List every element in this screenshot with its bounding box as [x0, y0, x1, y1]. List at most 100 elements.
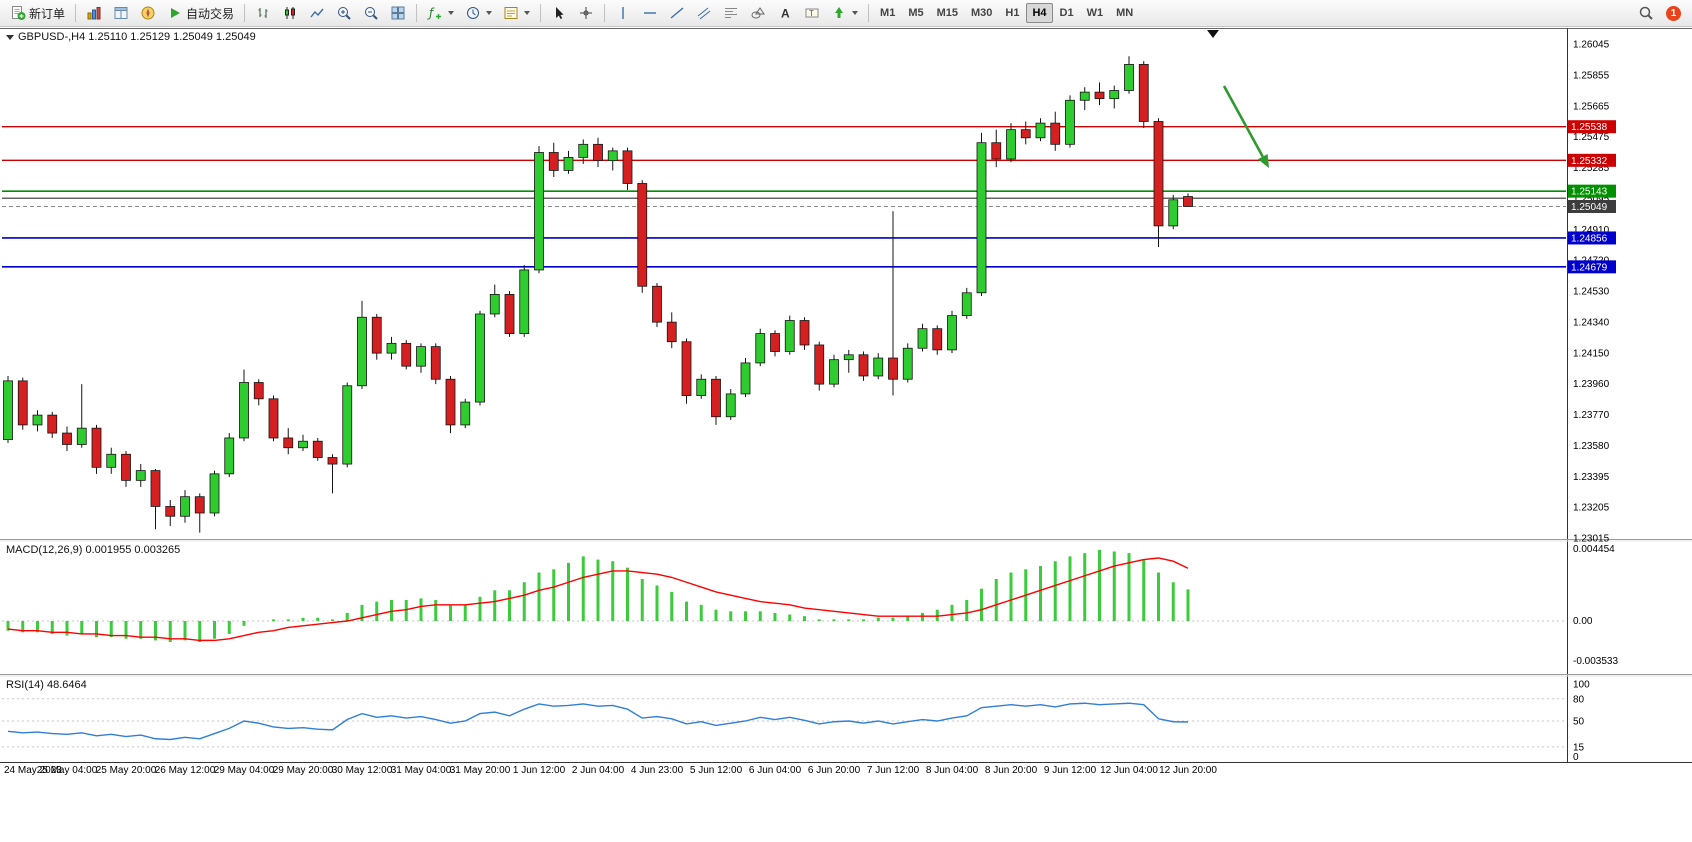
candle-body [504, 294, 515, 334]
bar-chart-button[interactable] [250, 1, 276, 25]
candle-body [1094, 91, 1105, 100]
toolbar: 新订单 自动交易 ƒ [0, 0, 1692, 27]
horizontal-line-button[interactable] [637, 1, 663, 25]
market-watch-button[interactable] [81, 1, 107, 25]
time-label: 29 May 20:00 [273, 765, 334, 776]
arrows-button[interactable] [826, 1, 863, 25]
rsi-indicator-label: RSI(14) 48.6464 [6, 679, 87, 691]
svg-text:1.25538: 1.25538 [1571, 122, 1608, 133]
candle-body [652, 285, 662, 323]
time-label: 1 Jun 12:00 [513, 765, 566, 776]
rsi-label-text: RSI(14) 48.6464 [6, 679, 87, 691]
zoom-out-button[interactable] [358, 1, 384, 25]
candle-body [32, 414, 43, 426]
symbol-ohlc-header: GBPUSD-,H4 1.25110 1.25129 1.25049 1.250… [6, 31, 256, 43]
candlestick-chart-button[interactable] [277, 1, 303, 25]
panel-divider-macd[interactable] [0, 539, 1692, 542]
time-label: 5 Jun 12:00 [690, 765, 743, 776]
timeframe-button-w1[interactable]: W1 [1086, 7, 1104, 19]
text-button[interactable]: A [772, 1, 798, 25]
trendline-button[interactable] [664, 1, 690, 25]
search-button[interactable] [1633, 1, 1659, 25]
svg-text:1.23770: 1.23770 [1573, 410, 1610, 421]
zoom-in-button[interactable] [331, 1, 357, 25]
indicators-button[interactable]: ƒ [422, 1, 459, 25]
data-window-button[interactable] [108, 1, 134, 25]
svg-text:1.24530: 1.24530 [1573, 287, 1610, 298]
price-badge: 1.25332 [1568, 153, 1616, 167]
chart-shift-marker[interactable] [1207, 30, 1219, 38]
macd-histogram [6, 549, 1190, 643]
cursor-button[interactable] [546, 1, 572, 25]
candle-body [770, 333, 780, 352]
symbol-dropdown-icon[interactable] [6, 34, 14, 40]
time-label: 4 Jun 23:00 [631, 765, 684, 776]
zoom-out-icon [365, 7, 378, 20]
periods-button[interactable] [460, 1, 497, 25]
candle-body [873, 357, 884, 377]
time-label: 26 May 12:00 [155, 765, 216, 776]
timeframe-button-m5[interactable]: M5 [908, 7, 924, 19]
timeframe-button-h1[interactable]: H1 [1005, 7, 1020, 19]
candle-body [961, 292, 972, 317]
timeframe-button-m30[interactable]: M30 [971, 7, 993, 19]
time-label: 2 Jun 04:00 [572, 765, 625, 776]
timeframe-button-h4[interactable]: H4 [1026, 3, 1053, 23]
new-order-button[interactable]: 新订单 [5, 1, 70, 25]
templates-button[interactable] [498, 1, 535, 25]
svg-text:100: 100 [1573, 680, 1590, 691]
candle-body [430, 346, 441, 380]
svg-text:1.25285: 1.25285 [1573, 163, 1610, 174]
candle-body [740, 362, 751, 395]
candle-body [1183, 196, 1193, 207]
chart-frame [0, 28, 1692, 763]
candle-body [1109, 90, 1120, 100]
candle-body [460, 401, 471, 426]
tile-windows-button[interactable] [385, 1, 411, 25]
navigator-button[interactable] [135, 1, 161, 25]
timeframe-button-d1[interactable]: D1 [1059, 7, 1074, 19]
fibonacci-button[interactable] [718, 1, 744, 25]
candle-body [858, 354, 869, 377]
time-label: 31 May 04:00 [391, 765, 452, 776]
candle-body [976, 142, 987, 294]
timeframe-button-m15[interactable]: M15 [936, 7, 958, 19]
candle-body [755, 333, 766, 364]
arrow-annotation[interactable] [1222, 85, 1269, 168]
price-axis[interactable]: 1.26045 1.25855 1.25665 1.25475 1.25285 1.250… [1573, 40, 1618, 764]
candle-body [902, 347, 913, 380]
candle-body [121, 453, 131, 481]
candle-body [165, 506, 176, 517]
timeframe-button-m1[interactable]: M1 [880, 7, 896, 19]
svg-text:1.25332: 1.25332 [1571, 156, 1608, 167]
channel-icon [697, 7, 711, 20]
time-label: 25 May 04:00 [37, 765, 98, 776]
indicator-levels [2, 620, 1566, 748]
autotrading-play-icon [171, 8, 181, 18]
shapes-button[interactable] [745, 1, 771, 25]
channel-button[interactable] [691, 1, 717, 25]
candle-body [239, 382, 249, 439]
candle-body [593, 143, 603, 162]
horizontal-line-objects[interactable] [2, 126, 1566, 268]
line-chart-button[interactable] [304, 1, 330, 25]
candle-body [475, 313, 485, 403]
timeframe-button-mn[interactable]: MN [1116, 7, 1134, 19]
shapes-icon [751, 7, 765, 19]
svg-text:50: 50 [1573, 717, 1585, 728]
candle-body [578, 143, 589, 158]
svg-text:80: 80 [1573, 694, 1585, 705]
autotrading-button[interactable]: 自动交易 [162, 1, 239, 25]
svg-text:1.23960: 1.23960 [1573, 379, 1610, 390]
notifications-badge[interactable]: 1 [1666, 5, 1681, 21]
vertical-line-button[interactable] [610, 1, 636, 25]
panel-divider-rsi[interactable] [0, 674, 1692, 677]
toolbar-separator [540, 4, 542, 22]
crosshair-button[interactable] [573, 1, 599, 25]
templates-icon [504, 7, 518, 19]
candle-body [312, 440, 323, 458]
candle-body [829, 359, 839, 385]
label-button[interactable]: T [799, 1, 825, 25]
